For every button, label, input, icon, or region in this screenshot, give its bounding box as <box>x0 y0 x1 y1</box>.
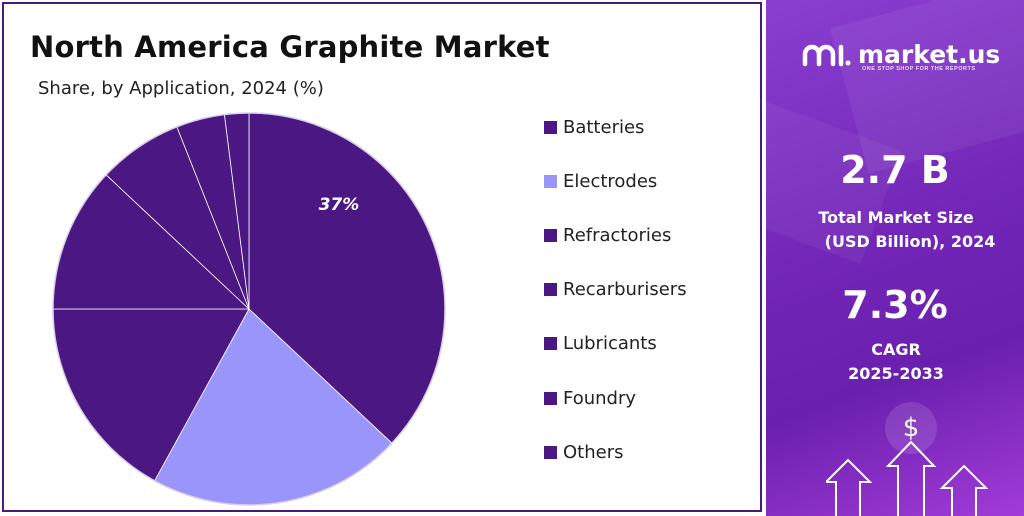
legend-item: Foundry <box>544 371 744 425</box>
pie-chart: 37% <box>52 112 446 506</box>
legend-swatch <box>544 174 557 188</box>
chart-panel: North America Graphite Market Share, by … <box>2 2 762 512</box>
growth-arrows-icon: $ <box>826 402 989 516</box>
legend-item: Others <box>544 425 744 479</box>
brand-mark-icon <box>802 44 851 66</box>
legend-swatch <box>544 120 557 134</box>
legend-label: Foundry <box>563 387 637 409</box>
legend-label: Refractories <box>563 224 672 246</box>
market-size-value: 2.7 B <box>840 148 950 192</box>
legend-label: Batteries <box>563 116 645 138</box>
market-size-label-unit: (USD Billion), 2024 <box>824 232 996 251</box>
legend-swatch <box>544 391 557 405</box>
legend-item: Electrodes <box>544 154 744 208</box>
chart-legend: Batteries Electrodes Refractories Recarburi… <box>544 100 744 479</box>
legend-label: Recarburisers <box>563 279 687 301</box>
brand-logo: market.us <box>802 40 1000 69</box>
brand-name: market.us <box>858 40 1001 69</box>
legend-label: Lubricants <box>563 333 657 355</box>
brand-tagline: ONE STOP SHOP FOR THE REPORTS <box>862 66 976 72</box>
cagr-period: 2025-2033 <box>848 364 944 383</box>
cagr-value: 7.3% <box>842 283 948 327</box>
dollar-icon: $ <box>903 413 920 443</box>
legend-swatch <box>544 445 557 459</box>
legend-label: Electrodes <box>563 170 658 192</box>
legend-item: Recarburisers <box>544 263 744 317</box>
cagr-label: CAGR <box>871 340 921 359</box>
legend-swatch <box>544 283 557 297</box>
legend-item: Refractories <box>544 208 744 262</box>
market-size-label: Total Market Size <box>818 208 974 227</box>
summary-panel: market.us ONE STOP SHOP FOR THE REPORTS … <box>766 0 1024 516</box>
legend-item: Lubricants <box>544 317 744 371</box>
pie-data-label: 37% <box>319 195 360 215</box>
chart-title: North America Graphite Market <box>30 30 550 64</box>
legend-swatch <box>544 228 557 242</box>
chart-subtitle: Share, by Application, 2024 (%) <box>38 78 324 99</box>
legend-item: Batteries <box>544 100 744 154</box>
pie-outline <box>52 112 446 506</box>
legend-swatch <box>544 337 557 351</box>
legend-label: Others <box>563 441 624 463</box>
